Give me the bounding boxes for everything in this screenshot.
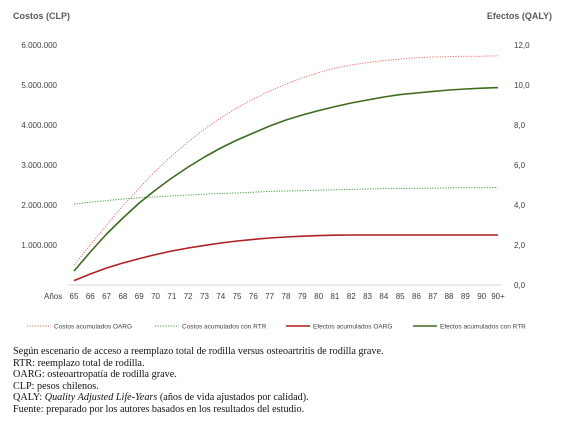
- x-tick-label: 72: [184, 292, 193, 301]
- x-tick-label: 81: [330, 292, 339, 301]
- x-tick-label: 67: [102, 292, 111, 301]
- note-scenario: Según escenario de acceso a reemplazo to…: [13, 346, 384, 357]
- x-tick-label: 65: [70, 292, 79, 301]
- x-tick-label: 68: [118, 292, 127, 301]
- x-tick-label: 70: [151, 292, 160, 301]
- x-tick-label: 80: [314, 292, 323, 301]
- right-tick-label: 0,0: [514, 281, 526, 290]
- right-axis-title: Efectos (QALY): [487, 11, 552, 21]
- legend-label: Efectos acumulados OARG: [313, 324, 392, 331]
- note-qaly: QALY: Quality Adjusted Life-Years (años …: [13, 392, 553, 404]
- x-tick-label: 85: [396, 292, 405, 301]
- note-qaly-prefix: QALY:: [13, 392, 45, 404]
- series-line-4: [73, 86, 499, 272]
- x-tick-label: 78: [282, 292, 291, 301]
- left-tick-label: 5.000.000: [21, 81, 57, 90]
- note-oarg: OARG: osteoartropatía de rodilla grave.: [13, 369, 177, 381]
- note-qaly-suffix: (años de vida ajustados por calidad).: [157, 392, 309, 404]
- x-tick-label: 90+: [491, 292, 505, 301]
- left-tick-label: 3.000.000: [21, 161, 57, 170]
- x-tick-label: 76: [249, 292, 258, 301]
- right-tick-label: 6,0: [514, 161, 526, 170]
- legend-label: Costos acumulados con RTR: [182, 324, 267, 331]
- legend-label: Efectos acumulados con RTR: [440, 324, 526, 331]
- series-lines: [73, 55, 499, 282]
- x-tick-label: 77: [265, 292, 274, 301]
- left-axis-ticks: 6.000.000 5.000.000 4.000.000 3.000.000 2.00…: [21, 41, 57, 250]
- left-tick-label: 4.000.000: [21, 121, 57, 130]
- note-rtr: RTR: reemplazo total de rodilla.: [13, 357, 145, 369]
- x-tick-label: 66: [86, 292, 95, 301]
- x-tick-label: 84: [379, 292, 388, 301]
- right-tick-label: 10,0: [514, 81, 530, 90]
- note-qaly-italic: Quality Adjusted Life-Years: [44, 392, 158, 404]
- x-tick-label: 79: [298, 292, 307, 301]
- x-tick-label: 88: [445, 292, 454, 301]
- chart-notes: Según escenario de acceso a reemplazo to…: [13, 346, 553, 416]
- left-tick-label: 1.000.000: [21, 241, 57, 250]
- series-line-1: [73, 55, 499, 266]
- x-tick-label: 89: [461, 292, 470, 301]
- chart: Costos (CLP) Efectos (QALY) 6.000.000 5.0…: [13, 11, 552, 331]
- x-tick-label: 73: [200, 292, 209, 301]
- x-axis-ticks: 65 66 67 68 69 70 71 72 73 74 75 76 77 78 79 80 81 82 83 84…: [70, 292, 506, 301]
- right-axis-ticks: 12,0 10,0 8,0 6,0 4,0 2,0 0,0: [514, 41, 530, 290]
- note-clp: CLP: pesos chilenos.: [13, 380, 99, 392]
- series-line-2: [73, 186, 499, 205]
- right-tick-label: 12,0: [514, 41, 530, 50]
- x-tick-label: 75: [233, 292, 242, 301]
- x-tick-label: 74: [216, 292, 225, 301]
- legend-label: Costos acumulados OARG: [54, 324, 132, 331]
- right-tick-label: 4,0: [514, 201, 526, 210]
- x-axis-label: Años: [44, 292, 62, 301]
- x-tick-label: 71: [167, 292, 176, 301]
- left-tick-label: 2.000.000: [21, 201, 57, 210]
- legend: Costos acumulados OARG Costos acumulados …: [27, 324, 526, 331]
- x-tick-label: 90: [477, 292, 486, 301]
- right-tick-label: 2,0: [514, 241, 526, 250]
- x-tick-label: 86: [412, 292, 421, 301]
- x-tick-label: 69: [135, 292, 144, 301]
- x-tick-label: 87: [428, 292, 437, 301]
- series-line-3: [73, 234, 498, 282]
- left-axis-title: Costos (CLP): [13, 11, 70, 21]
- x-tick-label: 83: [363, 292, 372, 301]
- x-tick-label: 82: [347, 292, 356, 301]
- note-source: Fuente: preparado por los autores basado…: [13, 403, 305, 415]
- right-tick-label: 8,0: [514, 121, 526, 130]
- left-tick-label: 6.000.000: [21, 41, 57, 50]
